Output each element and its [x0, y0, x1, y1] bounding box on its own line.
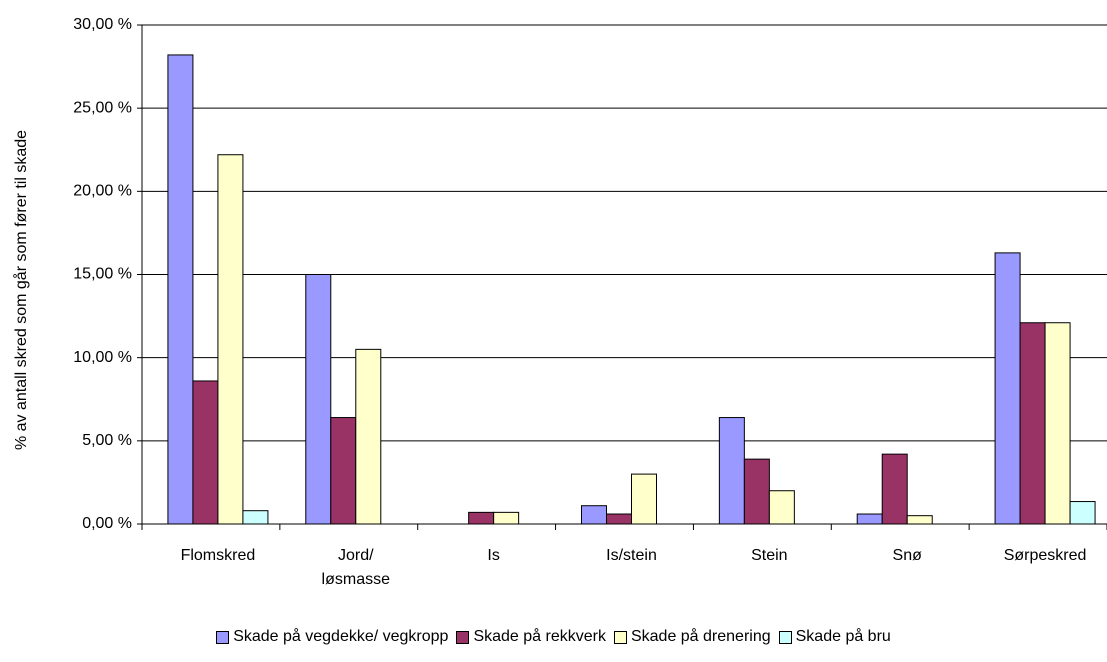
- bar: [242, 510, 269, 525]
- legend-label: Skade på vegdekke/ vegkropp: [233, 628, 449, 645]
- bar: [330, 417, 357, 525]
- x-tick-label: Snø: [892, 547, 922, 564]
- y-tick-label: 15,00 %: [73, 266, 132, 283]
- bar: [881, 453, 908, 525]
- legend-swatch: [216, 630, 230, 644]
- bar: [217, 154, 244, 525]
- y-tick-label: 30,00 %: [73, 16, 132, 33]
- legend-item: Skade på drenering: [613, 628, 771, 646]
- legend-label: Skade på bru: [795, 628, 891, 645]
- x-tick-label: Is: [487, 547, 500, 564]
- bar: [192, 380, 219, 525]
- y-axis-label: % av antall skred som går som fører til …: [12, 130, 30, 450]
- legend-label: Skade på drenering: [630, 628, 771, 645]
- bar: [768, 490, 795, 525]
- bar: [167, 54, 194, 525]
- y-tick-label: 5,00 %: [82, 432, 132, 449]
- bar: [305, 274, 332, 525]
- x-tick-label: Flomskred: [180, 547, 256, 564]
- bar: [468, 511, 495, 525]
- legend-swatch: [613, 630, 627, 644]
- bar: [1019, 322, 1046, 525]
- bar: [994, 252, 1021, 525]
- legend-swatch: [778, 630, 792, 644]
- legend-swatch: [456, 630, 470, 644]
- bar: [355, 348, 382, 525]
- bar: [631, 473, 657, 525]
- legend-item: Skade på rekkverk: [456, 628, 606, 646]
- bar: [1069, 501, 1096, 525]
- y-tick-label: 0,00 %: [82, 515, 132, 532]
- x-tick-label: Jord/ løsmasse: [321, 547, 390, 588]
- legend-item: Skade på bru: [778, 628, 891, 646]
- x-tick-label: Stein: [751, 547, 788, 564]
- bar: [1044, 322, 1071, 525]
- bar: [581, 505, 607, 525]
- legend: Skade på vegdekke/ vegkropp Skade på rekk…: [0, 628, 1107, 646]
- bar: [718, 417, 745, 525]
- legend-label: Skade på rekkverk: [473, 628, 606, 645]
- legend-item: Skade på vegdekke/ vegkropp: [216, 628, 448, 646]
- y-tick-label: 10,00 %: [73, 349, 132, 366]
- bar: [906, 515, 933, 525]
- y-tick-label: 20,00 %: [73, 183, 132, 200]
- bar: [743, 458, 770, 525]
- x-tick-label: Is/stein: [606, 547, 657, 564]
- y-tick-label: 25,00 %: [73, 99, 132, 116]
- bar: [606, 513, 632, 525]
- x-tick-label: Sørpeskred: [1003, 547, 1087, 564]
- bar: [493, 511, 520, 525]
- bar: [856, 513, 883, 525]
